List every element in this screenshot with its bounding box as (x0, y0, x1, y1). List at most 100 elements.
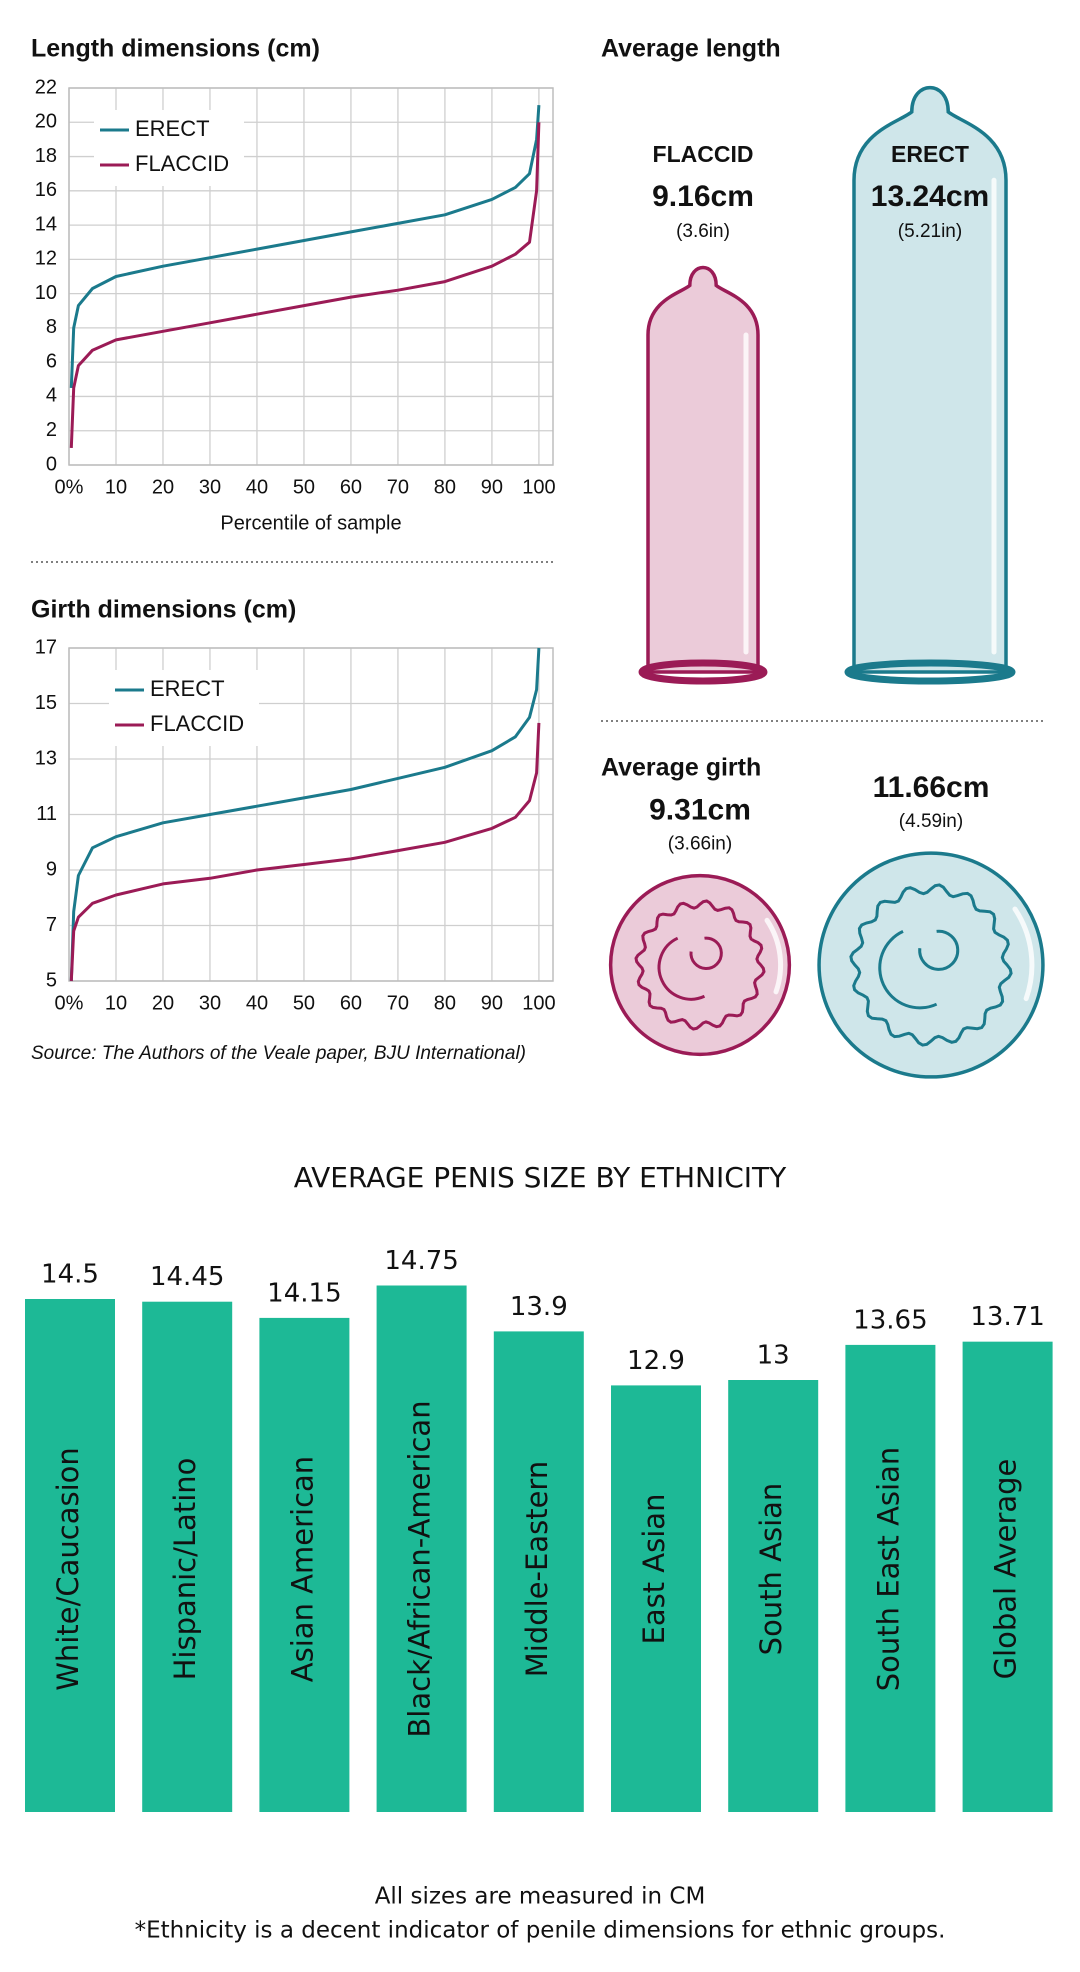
y-tick-label: 22 (35, 76, 57, 98)
x-tick-label: 20 (152, 476, 174, 498)
category-label: Global Average (989, 1459, 1023, 1680)
inch-label: (3.6in) (676, 221, 730, 242)
y-tick-label: 15 (35, 692, 57, 714)
inner-ring (849, 883, 1013, 1047)
data-line (69, 104, 541, 388)
x-tick-label: 40 (246, 992, 268, 1014)
bar (962, 1341, 1053, 1812)
value-label: 9.16cm (652, 180, 754, 213)
spiral (878, 930, 938, 1010)
y-tick-label: 2 (46, 419, 57, 441)
x-tick-label: 60 (340, 992, 362, 1014)
x-tick-label: 50 (293, 992, 315, 1014)
value-label: 13.9 (510, 1292, 568, 1322)
y-tick-label: 7 (46, 914, 57, 936)
bar (493, 1331, 584, 1812)
pictogram-circle (817, 851, 1045, 1079)
legend-label: FLACCID (150, 711, 244, 736)
category-label: Asian American (285, 1456, 319, 1682)
bar (142, 1301, 233, 1812)
legend-box (109, 670, 259, 746)
category-label: South East Asian (871, 1447, 905, 1691)
value-label: 13.71 (970, 1302, 1044, 1332)
y-tick-label: 10 (35, 282, 57, 304)
category-label: FLACCID (653, 141, 754, 167)
category-label: Hispanic/Latino (168, 1458, 202, 1681)
chart-title: Length dimensions (cm) (31, 35, 320, 63)
data-line (69, 122, 541, 448)
category-label: ERECT (891, 141, 969, 167)
x-tick-label: 80 (434, 992, 456, 1014)
data-line (69, 647, 541, 982)
bar (845, 1344, 936, 1812)
x-tick-label: 100 (522, 476, 555, 498)
inch-label: (5.21in) (898, 221, 962, 242)
source-note: Source: The Authors of the Veale paper, … (31, 1043, 526, 1064)
category-label: White/Caucasion (51, 1447, 85, 1691)
chart-title: Girth dimensions (cm) (31, 596, 296, 624)
highlight (1012, 906, 1035, 1002)
x-tick-label: 60 (340, 476, 362, 498)
y-tick-label: 14 (35, 213, 57, 235)
value-label: 13 (757, 1341, 790, 1371)
y-tick-label: 13 (35, 747, 57, 769)
spiral (689, 936, 723, 970)
y-tick-label: 11 (36, 803, 57, 825)
x-tick-label: 40 (246, 476, 268, 498)
plot-frame (68, 87, 554, 466)
spiral (918, 929, 960, 971)
bar (25, 1299, 115, 1812)
inch-label: (4.59in) (899, 811, 963, 832)
y-tick-label: 9 (46, 858, 57, 880)
x-tick-label: 70 (387, 992, 409, 1014)
bar (611, 1385, 701, 1812)
y-tick-label: 8 (46, 316, 57, 338)
x-tick-label: 0% (55, 992, 84, 1014)
category-label: South Asian (754, 1483, 788, 1656)
footnote: All sizes are measured in CM (375, 1884, 706, 1910)
pictogram-body (646, 265, 760, 674)
bar (376, 1285, 467, 1812)
highlight (764, 917, 784, 995)
x-tick-label: 10 (105, 476, 127, 498)
value-label: 13.24cm (871, 180, 989, 213)
y-tick-label: 4 (46, 385, 57, 407)
value-label: 14.75 (384, 1246, 458, 1276)
value-label: 13.65 (853, 1305, 927, 1335)
chart-title: Average girth (601, 754, 761, 782)
x-tick-label: 30 (199, 992, 221, 1014)
value-label: 9.31cm (649, 794, 751, 827)
legend-label: FLACCID (135, 151, 229, 176)
value-label: 14.5 (41, 1260, 99, 1290)
y-tick-label: 5 (46, 969, 57, 991)
y-tick-label: 16 (35, 179, 57, 201)
plot-frame (68, 647, 554, 982)
y-tick-label: 12 (35, 248, 57, 270)
category-label: Black/African-American (403, 1400, 437, 1737)
category-label: Middle-Eastern (520, 1461, 554, 1677)
x-tick-label: 80 (434, 476, 456, 498)
footnote: *Ethnicity is a decent indicator of peni… (135, 1918, 946, 1944)
pictogram-body (852, 86, 1008, 674)
x-tick-label: 90 (481, 992, 503, 1014)
ring (844, 659, 1016, 685)
value-label: 14.45 (150, 1262, 224, 1292)
x-tick-label: 100 (522, 992, 555, 1014)
value-label: 11.66cm (873, 771, 990, 804)
y-tick-label: 0 (46, 453, 57, 475)
legend-label: ERECT (150, 676, 225, 701)
pictogram-circle (608, 873, 792, 1057)
value-label: 12.9 (627, 1346, 685, 1376)
y-tick-label: 17 (35, 636, 57, 658)
legend-box (94, 110, 244, 186)
x-tick-label: 70 (387, 476, 409, 498)
x-tick-label: 50 (293, 476, 315, 498)
x-tick-label: 30 (199, 476, 221, 498)
category-label: East Asian (637, 1494, 671, 1645)
chart-title: AVERAGE PENIS SIZE BY ETHNICITY (294, 1161, 787, 1194)
y-tick-label: 18 (35, 145, 57, 167)
bar-area: AVERAGE PENIS SIZE BY ETHNICITY 14.5 White… (25, 1161, 1053, 1944)
y-tick-label: 6 (46, 350, 57, 372)
legend-label: ERECT (135, 116, 210, 141)
